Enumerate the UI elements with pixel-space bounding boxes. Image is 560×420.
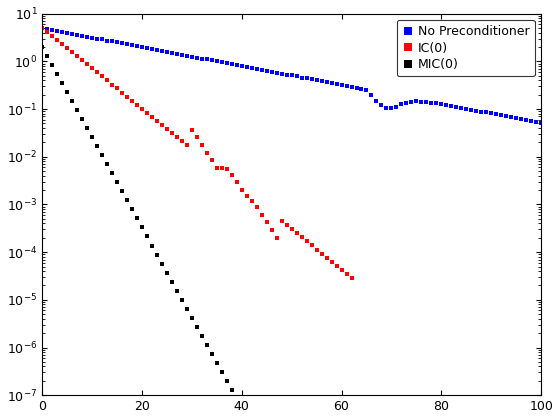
IC(0) (184, 143, 190, 148)
Line: No Preconditioner: No Preconditioner (40, 26, 544, 126)
IC(0) (253, 205, 260, 210)
MIC(0) (153, 252, 160, 257)
MIC(0) (184, 307, 190, 312)
No Preconditioner (388, 106, 395, 111)
IC(0) (194, 134, 200, 139)
MIC(0) (179, 298, 185, 303)
No Preconditioner (164, 50, 170, 55)
MIC(0) (208, 352, 215, 357)
No Preconditioner (338, 83, 345, 88)
MIC(0) (194, 325, 200, 330)
MIC(0) (189, 316, 195, 321)
Line: MIC(0): MIC(0) (40, 45, 234, 393)
MIC(0) (213, 361, 220, 366)
No Preconditioner (413, 99, 420, 104)
MIC(0) (158, 261, 165, 266)
MIC(0) (119, 189, 125, 194)
IC(0) (343, 272, 350, 277)
MIC(0) (218, 370, 225, 375)
MIC(0) (39, 45, 45, 50)
MIC(0) (83, 126, 90, 131)
MIC(0) (94, 144, 100, 149)
Line: IC(0): IC(0) (40, 26, 354, 281)
MIC(0) (134, 216, 141, 221)
MIC(0) (99, 152, 105, 158)
MIC(0) (44, 54, 50, 59)
No Preconditioner (538, 121, 544, 126)
MIC(0) (54, 71, 60, 76)
IC(0) (124, 94, 130, 99)
IC(0) (39, 26, 45, 31)
MIC(0) (203, 343, 210, 348)
MIC(0) (74, 108, 81, 113)
MIC(0) (88, 135, 95, 140)
MIC(0) (124, 198, 130, 203)
No Preconditioner (74, 32, 81, 37)
Legend: No Preconditioner, IC(0), MIC(0): No Preconditioner, IC(0), MIC(0) (397, 20, 535, 76)
MIC(0) (79, 116, 86, 121)
MIC(0) (59, 81, 66, 86)
MIC(0) (148, 243, 155, 248)
No Preconditioner (39, 26, 45, 31)
MIC(0) (228, 388, 235, 393)
MIC(0) (129, 207, 136, 212)
IC(0) (348, 276, 355, 281)
MIC(0) (49, 63, 55, 68)
MIC(0) (114, 179, 120, 184)
MIC(0) (164, 270, 170, 276)
MIC(0) (69, 98, 76, 103)
MIC(0) (104, 161, 110, 166)
IC(0) (134, 102, 141, 108)
MIC(0) (138, 225, 145, 230)
MIC(0) (143, 234, 150, 239)
MIC(0) (169, 279, 175, 284)
No Preconditioner (268, 69, 275, 74)
MIC(0) (109, 171, 115, 176)
MIC(0) (64, 89, 71, 94)
MIC(0) (223, 379, 230, 384)
MIC(0) (174, 289, 180, 294)
MIC(0) (198, 334, 205, 339)
